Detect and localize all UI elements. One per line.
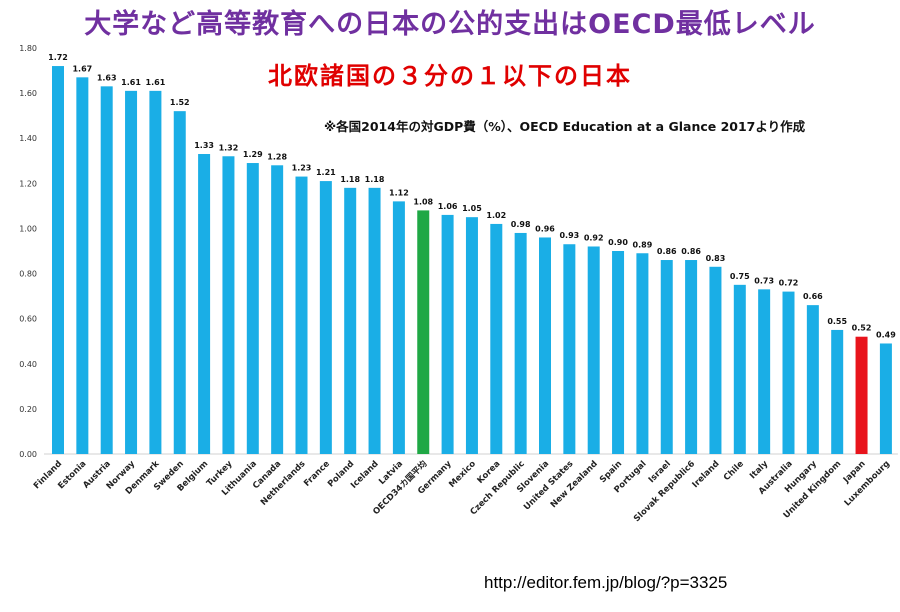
bar xyxy=(222,156,235,454)
source-url[interactable]: http://editor.fem.jp/blog/?p=3325 xyxy=(484,573,728,592)
bar xyxy=(758,289,771,454)
bar xyxy=(636,253,649,454)
value-label: 0.93 xyxy=(559,231,579,240)
category-label: Ireland xyxy=(691,459,722,490)
bar xyxy=(125,90,138,454)
bar xyxy=(733,284,746,454)
bar xyxy=(76,77,89,455)
bar xyxy=(441,214,454,454)
y-tick-label: 1.00 xyxy=(19,224,37,233)
bars xyxy=(52,66,892,455)
value-label: 1.28 xyxy=(267,152,287,161)
bar xyxy=(587,246,600,454)
bar xyxy=(831,329,844,454)
bar xyxy=(612,251,625,454)
value-label: 1.67 xyxy=(72,64,92,73)
value-label: 0.86 xyxy=(681,247,701,256)
value-label: 0.49 xyxy=(876,330,896,339)
bar xyxy=(417,210,430,454)
bar xyxy=(246,163,259,455)
value-label: 1.72 xyxy=(48,53,68,62)
value-label: 1.08 xyxy=(413,197,433,206)
value-label: 1.06 xyxy=(438,202,458,211)
value-label: 1.23 xyxy=(292,164,312,173)
value-label: 0.52 xyxy=(852,324,872,333)
value-label: 1.21 xyxy=(316,168,336,177)
bar xyxy=(173,111,186,455)
y-tick-label: 1.40 xyxy=(19,134,37,143)
chart-title: 大学など高等教育への日本の公的支出はOECD最低レベル xyxy=(84,9,816,40)
value-label: 1.61 xyxy=(121,78,141,87)
value-labels: 1.72 1.67 1.63 1.61 1.61 1.52 1.33 1.32 1.29 1.28… xyxy=(48,53,896,339)
category-labels: FinlandEstoniaAustriaNorwayDenmarkSweden… xyxy=(32,458,892,524)
y-tick-label: 1.20 xyxy=(19,179,37,188)
value-label: 0.96 xyxy=(535,224,555,233)
bar xyxy=(490,223,503,454)
bar xyxy=(660,260,673,454)
value-label: 1.05 xyxy=(462,204,482,213)
bar xyxy=(271,165,284,455)
value-label: 0.86 xyxy=(657,247,677,256)
value-label: 0.73 xyxy=(754,276,774,285)
category-label: Netherlands xyxy=(259,459,308,508)
value-label: 0.55 xyxy=(827,317,847,326)
y-tick-label: 1.80 xyxy=(19,44,37,53)
value-label: 1.32 xyxy=(219,143,239,152)
bar xyxy=(100,86,113,454)
value-label: 1.52 xyxy=(170,98,190,107)
bar xyxy=(709,266,722,454)
value-label: 0.72 xyxy=(779,279,799,288)
bar xyxy=(368,187,381,454)
y-tick-label: 0.60 xyxy=(19,315,37,324)
value-label: 1.63 xyxy=(97,73,117,82)
y-tick-label: 0.00 xyxy=(19,450,37,459)
y-tick-label: 0.40 xyxy=(19,360,37,369)
bar xyxy=(319,181,332,455)
bar xyxy=(855,336,868,454)
value-label: 1.12 xyxy=(389,188,409,197)
value-label: 1.61 xyxy=(146,78,166,87)
bar xyxy=(52,66,64,455)
bar xyxy=(879,343,892,454)
value-label: 0.83 xyxy=(706,254,726,263)
value-label: 1.18 xyxy=(365,175,385,184)
y-tick-label: 1.60 xyxy=(19,89,37,98)
y-tick-label: 0.80 xyxy=(19,270,37,279)
value-label: 0.89 xyxy=(633,240,653,249)
chart-subtitle: 北欧諸国の３分の１以下の日本 xyxy=(268,62,632,90)
bar xyxy=(514,232,527,454)
bar xyxy=(685,260,698,454)
category-label: Chile xyxy=(722,459,746,483)
bar xyxy=(344,187,357,454)
y-tick-label: 0.20 xyxy=(19,405,37,414)
bar xyxy=(563,244,576,454)
value-label: 1.33 xyxy=(194,141,214,150)
bar xyxy=(149,90,162,454)
value-label: 0.90 xyxy=(608,238,628,247)
bar xyxy=(198,154,211,454)
value-label: 0.92 xyxy=(584,233,604,242)
value-label: 0.66 xyxy=(803,292,823,301)
bar xyxy=(295,176,308,455)
value-label: 0.75 xyxy=(730,272,750,281)
value-label: 1.29 xyxy=(243,150,263,159)
category-label: Italy xyxy=(748,459,771,482)
bar xyxy=(392,201,405,454)
bar xyxy=(465,217,478,454)
value-label: 0.98 xyxy=(511,220,531,229)
value-label: 1.02 xyxy=(486,211,506,220)
bar xyxy=(782,291,795,454)
category-label: Mexico xyxy=(447,459,478,490)
value-label: 1.18 xyxy=(340,175,360,184)
bar xyxy=(539,237,551,454)
source-note: ※各国2014年の対GDP費（%）、OECD Education at a Gl… xyxy=(324,119,806,134)
bar xyxy=(806,305,819,454)
